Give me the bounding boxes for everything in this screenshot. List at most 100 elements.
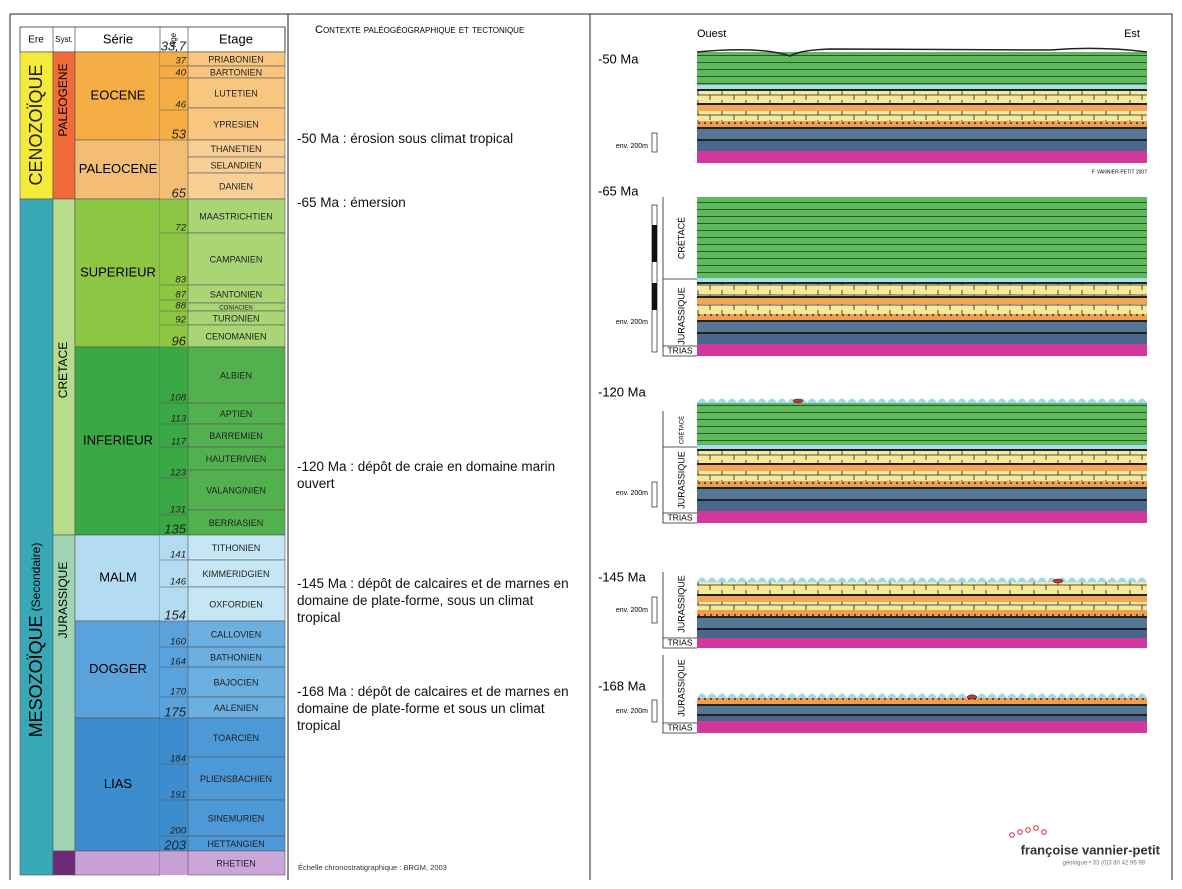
unit-label: CRÉTACÉ (679, 416, 686, 444)
stratum (697, 596, 1147, 602)
stage-label: BARTONIEN (210, 67, 262, 77)
age-label: 40 (175, 68, 186, 79)
system-label: JURASSIQUE (56, 562, 70, 639)
stratum (697, 704, 1147, 706)
stratum (697, 638, 1147, 648)
west-label: Ouest (697, 28, 726, 40)
stratum (697, 499, 1147, 501)
age-label: 92 (175, 315, 186, 326)
stage-label: AALENIEN (214, 703, 259, 713)
era-cell (20, 199, 53, 875)
series-label: DOGGER (89, 661, 147, 676)
age-label: 131 (170, 505, 186, 516)
panel-label: -50 Ma (598, 51, 639, 66)
stratum (697, 471, 1147, 481)
age-label: 160 (170, 637, 187, 648)
stratum (697, 481, 1147, 487)
fish (1053, 579, 1063, 583)
logo-dot (1026, 828, 1031, 833)
stage-label: BERRIASIEN (209, 518, 264, 528)
credit: F. VANNIER-PETIT 2007 (1092, 169, 1148, 175)
age-label: 135 (164, 521, 186, 536)
stage-label: TOARCIEN (213, 733, 259, 743)
unit-label: TRIAS (667, 512, 692, 522)
stratum (697, 618, 1147, 628)
scale-label: env. 200m (616, 143, 648, 150)
unit-label: JURASSIQUE (676, 575, 686, 633)
stratum (697, 304, 1147, 314)
stage-label: SINEMURIEN (208, 813, 265, 823)
age-label: 88 (175, 301, 186, 312)
stage-label: CENOMANIEN (205, 331, 266, 341)
unit-label: CRÉTACÉ (676, 217, 686, 259)
stratum (697, 322, 1147, 332)
stratum (697, 91, 1147, 103)
page: EreSyst.SérieAgeEtageCENOZOÏQUEMESOZOÏQU… (0, 0, 1182, 889)
scale-bar (652, 133, 657, 152)
stage-label: LUTETIEN (214, 88, 258, 98)
age-label: 65 (172, 185, 187, 200)
age-label: 37 (175, 56, 186, 67)
panel-label: -145 Ma (598, 569, 646, 584)
stratum (697, 298, 1147, 304)
stage-label: SELANDIEN (210, 160, 261, 170)
stratum (697, 616, 1147, 618)
series-label: EOCENE (91, 87, 146, 102)
stratum (697, 127, 1147, 129)
stage-label: ALBIEN (220, 370, 252, 380)
age-label: 83 (175, 275, 186, 286)
event-text: -120 Ma : dépôt de craie en domaine mari… (297, 458, 575, 492)
stratum (697, 278, 1147, 282)
stratum (697, 296, 1147, 298)
stratum (697, 85, 1147, 89)
logo-dot (1010, 833, 1015, 838)
scale-label: env. 200m (616, 607, 648, 614)
age-label: 53 (172, 126, 187, 141)
stratum (697, 141, 1147, 151)
scale-bar-segment (652, 225, 657, 262)
stratum (697, 52, 1147, 85)
figure: EreSyst.SérieAgeEtageCENOZOÏQUEMESOZOÏQU… (0, 0, 1182, 889)
age-label: 170 (170, 687, 187, 698)
age-label: 46 (175, 100, 186, 111)
stage-label: HAUTERIVIEN (206, 454, 267, 464)
age-label: 154 (164, 607, 186, 622)
water (697, 578, 1147, 583)
stratum (697, 282, 1147, 284)
age-label: 203 (163, 837, 186, 852)
stratum (697, 105, 1147, 111)
stratum (697, 121, 1147, 127)
stratum (697, 716, 1147, 721)
event-text: -50 Ma : érosion sous climat tropical (297, 130, 575, 147)
header-era: Ere (28, 35, 44, 46)
stage-label: BARREMIEN (209, 431, 263, 441)
age-label: 117 (171, 437, 187, 448)
stratum (697, 334, 1147, 344)
scale-bar (652, 700, 657, 722)
scale-label: env. 200m (616, 319, 648, 326)
stratum (697, 151, 1147, 163)
logo-dot (1018, 830, 1023, 835)
water (697, 399, 1147, 404)
stratum (697, 594, 1147, 596)
age-cell (160, 851, 188, 875)
panel-label: -120 Ma (598, 384, 646, 399)
event-text: -65 Ma : émersion (297, 194, 575, 211)
stratum (697, 197, 1147, 278)
stage-label: KIMMERIDGIEN (202, 569, 269, 579)
stratum (697, 103, 1147, 105)
age-label: 72 (175, 223, 186, 234)
age-label: 123 (170, 468, 187, 479)
stratum (697, 320, 1147, 322)
stratum (697, 451, 1147, 463)
scale-bar (652, 597, 657, 623)
stage-label: MAASTRICHTIEN (199, 211, 273, 221)
stratum (697, 582, 1147, 594)
age-label: 184 (170, 754, 186, 765)
stratum (697, 487, 1147, 489)
scale-bar (652, 482, 657, 507)
fish (967, 695, 977, 699)
age-label: 146 (170, 577, 187, 588)
age-label: 191 (170, 790, 186, 801)
stage-label: BAJOCIEN (213, 677, 258, 687)
